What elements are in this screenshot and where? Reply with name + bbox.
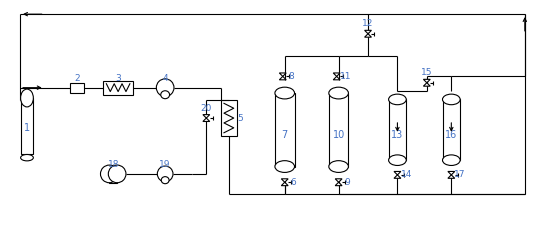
Polygon shape [281, 179, 288, 182]
Text: 3: 3 [115, 74, 121, 83]
Ellipse shape [329, 87, 349, 99]
Text: 13: 13 [391, 130, 404, 140]
Polygon shape [279, 73, 286, 76]
Text: 6: 6 [291, 178, 296, 187]
Bar [104, 81, 133, 95]
Ellipse shape [275, 161, 294, 172]
Polygon shape [333, 76, 340, 80]
Ellipse shape [21, 155, 34, 161]
Text: 1: 1 [24, 123, 30, 133]
Polygon shape [365, 30, 371, 34]
Text: 16: 16 [445, 130, 457, 140]
Ellipse shape [156, 79, 174, 96]
Bar [442, 99, 460, 160]
Bar [221, 100, 237, 136]
Text: 4: 4 [163, 74, 168, 83]
Bar [389, 99, 406, 160]
Polygon shape [281, 182, 288, 186]
Polygon shape [394, 175, 401, 178]
Polygon shape [335, 182, 342, 186]
Text: 10: 10 [332, 130, 345, 140]
Text: 11: 11 [340, 72, 351, 81]
Ellipse shape [275, 87, 294, 99]
Polygon shape [335, 179, 342, 182]
Bar [329, 93, 349, 167]
Text: 5: 5 [238, 114, 243, 123]
Text: 8: 8 [289, 72, 294, 81]
Ellipse shape [161, 177, 169, 184]
Polygon shape [203, 115, 210, 118]
Text: 20: 20 [201, 104, 212, 113]
Text: 18: 18 [107, 160, 119, 168]
Text: 15: 15 [421, 68, 433, 78]
Ellipse shape [442, 94, 460, 105]
Ellipse shape [108, 165, 126, 183]
Text: 12: 12 [363, 19, 373, 29]
Text: 19: 19 [159, 160, 171, 168]
Polygon shape [423, 79, 430, 83]
Ellipse shape [100, 165, 118, 183]
Ellipse shape [389, 155, 406, 165]
Polygon shape [203, 118, 210, 121]
Ellipse shape [442, 155, 460, 165]
Ellipse shape [329, 161, 349, 172]
Bar [70, 83, 84, 93]
Ellipse shape [389, 94, 406, 105]
Ellipse shape [161, 91, 170, 99]
Polygon shape [279, 76, 286, 80]
Polygon shape [365, 34, 371, 37]
Text: 17: 17 [454, 170, 466, 179]
Text: 9: 9 [345, 178, 350, 187]
Bar [21, 98, 34, 154]
Polygon shape [394, 171, 401, 175]
Polygon shape [448, 175, 455, 178]
Text: 2: 2 [74, 74, 80, 83]
Ellipse shape [157, 166, 173, 182]
Bar [109, 165, 117, 183]
Ellipse shape [21, 89, 34, 107]
Polygon shape [448, 171, 455, 175]
Bar [275, 93, 294, 167]
Text: 7: 7 [282, 130, 288, 140]
Polygon shape [423, 83, 430, 86]
Text: 14: 14 [401, 170, 412, 179]
Polygon shape [333, 73, 340, 76]
